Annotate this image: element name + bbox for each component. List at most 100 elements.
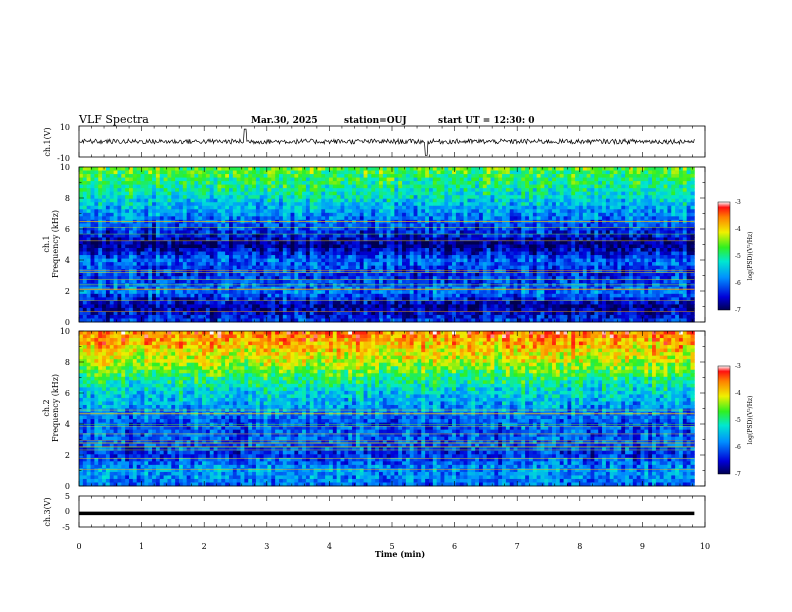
spectrogram-cell (440, 223, 445, 228)
spectrogram-cell (202, 223, 207, 228)
spectrogram-cell (217, 255, 222, 259)
spectrogram-cell (182, 233, 188, 238)
spectrogram-cell (267, 258, 272, 263)
spectrogram-cell (252, 300, 257, 305)
spectrogram-cell (425, 209, 430, 214)
spectrogram-cell (271, 226, 276, 231)
spectrogram-cell (271, 174, 276, 178)
spectrogram-cell (186, 307, 191, 312)
spectrogram-cell (475, 188, 480, 193)
spectrogram-cell (213, 167, 218, 171)
spectrogram-cell (413, 177, 418, 182)
spectrogram-cell (282, 283, 288, 288)
spectrogram-cell (117, 230, 122, 235)
spectrogram-cell (394, 205, 399, 210)
spectrogram-cell (213, 205, 218, 210)
spectrogram-cell (182, 191, 188, 196)
spectrogram-cell (82, 276, 88, 281)
spectrogram-cell (125, 276, 130, 281)
spectrogram-cell (378, 314, 384, 319)
spectrogram-cell (225, 276, 230, 281)
spectrogram-cell (282, 272, 288, 277)
spectrogram-cell (302, 202, 307, 207)
spectrogram-cell (340, 283, 345, 288)
spectrogram-cell (505, 251, 511, 256)
spectrogram-cell (236, 181, 241, 186)
spectrogram-cell (436, 251, 441, 256)
spectrogram-cell (482, 290, 488, 295)
spectrogram-cell (344, 181, 349, 186)
spectrogram-cell (375, 290, 380, 295)
spectrogram-cell (186, 240, 191, 245)
spectrogram-cell (248, 244, 253, 249)
spectrogram-cell (386, 248, 391, 252)
spectrogram-cell (367, 205, 372, 210)
spectrogram-cell (236, 170, 241, 175)
spectrogram-cell (494, 293, 499, 298)
spectrogram-cell (452, 304, 457, 309)
spectrogram-cell (294, 283, 299, 288)
spectrogram-cell (152, 262, 157, 267)
spectrogram-cell (271, 167, 276, 171)
spectrogram-cell (102, 244, 107, 249)
spectrogram-cell (444, 255, 449, 259)
spectrogram-cell (240, 209, 245, 214)
spectrogram-cell (448, 265, 453, 270)
spectrogram-cell (259, 258, 265, 263)
spectrogram-cell (478, 170, 484, 175)
spectrogram-cell (302, 237, 307, 242)
spectrogram-cell (213, 233, 218, 238)
spectrogram-cell (432, 300, 438, 305)
spectrogram-cell (144, 314, 149, 319)
spectrogram-cell (217, 195, 222, 200)
spectrogram-cell (398, 191, 403, 196)
spectrogram-cell (394, 167, 399, 171)
spectrogram-cell (325, 276, 330, 281)
spectrogram-cell (186, 290, 191, 295)
spectrogram-cell (198, 205, 203, 210)
spectrogram-cell (478, 276, 484, 281)
spectrogram-cell (421, 202, 426, 207)
spectrogram-cell (328, 237, 334, 242)
spectrogram-cell (228, 293, 234, 298)
spectrogram-cell (509, 184, 514, 189)
spectrogram-cell (86, 209, 91, 214)
spectrogram-cell (371, 307, 376, 312)
spectrogram-cell (179, 205, 184, 210)
spectrogram-cell (121, 279, 126, 284)
spectrogram-cell (278, 226, 284, 231)
spectrogram-cell (448, 244, 453, 249)
spectrogram-cell (321, 188, 326, 193)
spectrogram-cell (186, 188, 191, 193)
spectrogram-cell (267, 223, 272, 228)
spectrogram-cell (240, 202, 245, 207)
spectrogram-cell (171, 255, 176, 259)
spectrogram-cell (132, 230, 138, 235)
spectrogram-cell (98, 209, 103, 214)
spectrogram-cell (105, 184, 111, 189)
spectrogram-cell (98, 184, 103, 189)
spectrogram-cell (498, 174, 503, 178)
spectrogram-cell (486, 272, 491, 277)
spectrogram-cell (159, 191, 165, 196)
spectrogram-cell (417, 240, 422, 245)
spectrogram-cell (136, 307, 141, 312)
spectrogram-cell (105, 293, 111, 298)
spectrogram-cell (163, 297, 168, 302)
spectrogram-cell (179, 212, 184, 217)
spectrogram-cell (155, 258, 161, 263)
spectrogram-cell (155, 248, 161, 252)
spectrogram-cell (271, 307, 276, 312)
spectrogram-cell (448, 258, 453, 263)
date-label: Mar.30, 2025 (251, 116, 318, 126)
spectrogram-cell (167, 262, 172, 267)
spectrogram-cell (79, 272, 84, 277)
spectrogram-cell (102, 297, 107, 302)
spectrogram-cell (305, 248, 311, 252)
spectrogram-cell (509, 170, 514, 175)
spectrogram-cell (298, 244, 303, 249)
spectrogram-cell (125, 240, 130, 245)
spectrogram-cell (467, 209, 472, 214)
spectrogram-cell (505, 237, 511, 242)
spectrogram-cell (402, 191, 407, 196)
